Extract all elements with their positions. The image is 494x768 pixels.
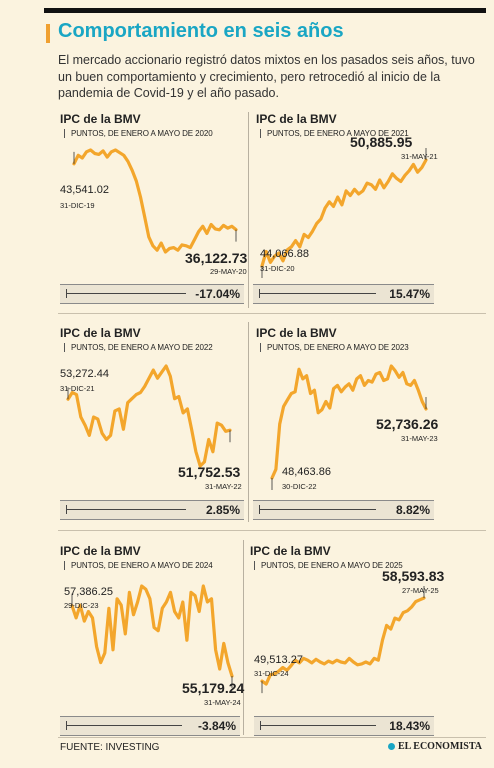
- panel-subtitle: PUNTOS, DE ENERO A MAYO DE 2021: [260, 129, 409, 138]
- end-date-label: 31-MAY-23: [401, 434, 438, 443]
- change-bar-line: [259, 509, 376, 510]
- chart-panel-2023: IPC de la BMV PUNTOS, DE ENERO A MAYO DE…: [253, 326, 438, 520]
- change-bar-line: [66, 725, 182, 726]
- change-bar: 2.85%: [60, 500, 244, 520]
- change-bar-line: [259, 293, 376, 294]
- series-line: [260, 596, 426, 686]
- change-percent: 18.43%: [389, 719, 430, 733]
- panel-title: IPC de la BMV: [250, 544, 331, 558]
- end-value-label: 50,885.95: [350, 134, 413, 150]
- top-rule: [44, 8, 486, 13]
- start-value-label: 43,541.02: [60, 184, 109, 196]
- end-value-label: 51,752.53: [178, 464, 241, 480]
- source-note: FUENTE: INVESTING: [60, 742, 160, 753]
- change-percent: -17.04%: [195, 287, 240, 301]
- end-value-label: 52,736.26: [376, 416, 439, 432]
- series-line: [270, 364, 428, 480]
- end-date-label: 29-MAY-20: [210, 267, 247, 276]
- start-date-label: 30-DIC-22: [282, 482, 317, 491]
- change-bar-line: [260, 725, 376, 726]
- change-bar-line: [66, 293, 186, 294]
- panel-subtitle: PUNTOS, DE ENERO A MAYO DE 2022: [64, 343, 213, 352]
- start-date-label: 31-DIC-24: [254, 669, 289, 678]
- line-chart: [70, 584, 234, 688]
- brand-dot-icon: [388, 743, 395, 751]
- start-date-label: 31-DIC-19: [60, 201, 95, 210]
- series-line: [72, 148, 238, 254]
- panel-title: IPC de la BMV: [60, 326, 141, 340]
- chart-panel-2021: IPC de la BMV PUNTOS, DE ENERO A MAYO DE…: [253, 112, 438, 304]
- end-date-label: 31-MAY-22: [205, 482, 242, 491]
- end-value-label: 58,593.83: [382, 568, 445, 584]
- start-date-label: 29-DIC-23: [64, 601, 99, 610]
- page-title: Comportamiento en seis años: [58, 20, 344, 42]
- start-value-label: 49,513.27: [254, 654, 303, 666]
- series-line: [66, 364, 232, 468]
- end-date-label: 27-MAY-25: [402, 586, 439, 595]
- change-percent: 8.82%: [395, 503, 430, 517]
- change-percent: 15.47%: [389, 287, 430, 301]
- row-separator-1: [58, 313, 486, 314]
- series-line: [260, 158, 428, 268]
- end-date-label: 31-MAY-24: [204, 698, 241, 707]
- chart-panel-2024: IPC de la BMV PUNTOS, DE ENERO A MAYO DE…: [60, 544, 244, 736]
- change-bar-line: [66, 509, 186, 510]
- panel-subtitle: PUNTOS, DE ENERO A MAYO DE 2020: [64, 129, 213, 138]
- brand-name: EL ECONOMISTA: [398, 741, 482, 752]
- panel-title: IPC de la BMV: [256, 326, 337, 340]
- footer-separator: [58, 737, 486, 738]
- panel-title: IPC de la BMV: [256, 112, 337, 126]
- panel-subtitle: PUNTOS, DE ENERO A MAYO DE 2024: [64, 561, 213, 570]
- start-value-label: 53,272.44: [60, 368, 109, 380]
- change-bar: 15.47%: [253, 284, 434, 304]
- line-chart: [72, 148, 238, 254]
- panel-subtitle: PUNTOS, DE ENERO A MAYO DE 2023: [260, 343, 409, 352]
- line-chart: [66, 364, 232, 468]
- panel-title: IPC de la BMV: [60, 112, 141, 126]
- title-accent-bar: [46, 24, 50, 43]
- line-chart: [270, 364, 428, 490]
- end-value-label: 55,179.24: [182, 680, 245, 696]
- change-percent: 2.85%: [205, 503, 240, 517]
- intro-text: El mercado accionario registró datos mix…: [58, 53, 475, 100]
- panel-subtitle: PUNTOS, DE ENERO A MAYO DE 2025: [254, 561, 403, 570]
- row-separator-2: [58, 530, 486, 531]
- change-bar: -17.04%: [60, 284, 244, 304]
- panel-title: IPC de la BMV: [60, 544, 141, 558]
- brand-logo: EL ECONOMISTA: [388, 741, 482, 752]
- column-separator-3: [243, 540, 244, 735]
- chart-panel-2025: IPC de la BMV PUNTOS, DE ENERO A MAYO DE…: [250, 544, 444, 736]
- change-bar: -3.84%: [60, 716, 240, 736]
- change-bar: 8.82%: [253, 500, 434, 520]
- start-date-label: 31-DIC-20: [260, 264, 295, 273]
- start-value-label: 48,463.86: [282, 466, 331, 478]
- line-chart: [260, 586, 426, 694]
- chart-panel-2020: IPC de la BMV PUNTOS, DE ENERO A MAYO DE…: [60, 112, 248, 304]
- change-bar: 18.43%: [254, 716, 434, 736]
- column-separator-2: [248, 322, 249, 522]
- series-line: [70, 584, 234, 678]
- line-chart: [260, 148, 428, 278]
- start-value-label: 57,386.25: [64, 586, 113, 598]
- start-value-label: 44,066.88: [260, 248, 309, 260]
- end-date-label: 31-MAY-21: [401, 152, 438, 161]
- start-date-label: 31-DIC-21: [60, 384, 95, 393]
- chart-panel-2022: IPC de la BMV PUNTOS, DE ENERO A MAYO DE…: [60, 326, 244, 520]
- column-separator-1: [248, 112, 249, 308]
- end-value-label: 36,122.73: [185, 250, 248, 266]
- change-percent: -3.84%: [197, 719, 236, 733]
